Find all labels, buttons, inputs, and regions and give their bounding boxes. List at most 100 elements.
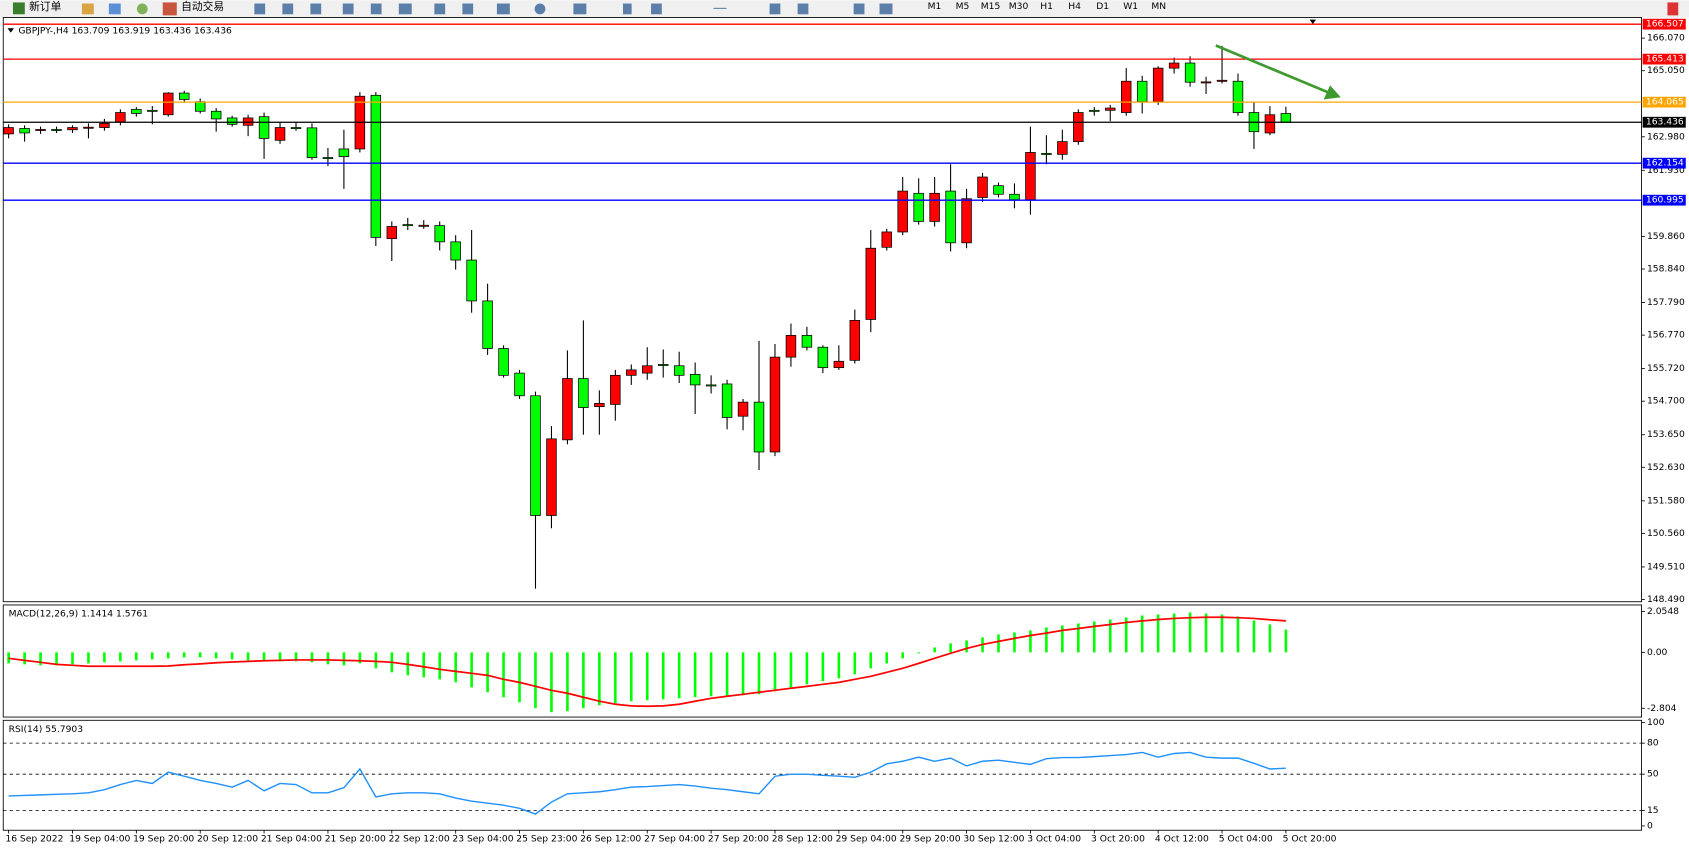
macd-bar bbox=[1204, 613, 1208, 653]
y-tick-label: 50 bbox=[1647, 769, 1659, 780]
timeframe-button[interactable]: M15 bbox=[981, 1, 1001, 12]
macd-bar bbox=[454, 652, 457, 683]
candle-body bbox=[482, 300, 493, 349]
macd-bar bbox=[1045, 627, 1048, 653]
tool-icon[interactable] bbox=[282, 3, 294, 15]
tool-icon[interactable] bbox=[534, 3, 546, 15]
candle-body bbox=[498, 348, 509, 376]
candle-body bbox=[530, 395, 541, 516]
tool-icon[interactable] bbox=[573, 3, 587, 15]
collapse-marker bbox=[7, 28, 15, 33]
timeframe-button[interactable]: M1 bbox=[928, 1, 942, 12]
timeframe-button[interactable]: H1 bbox=[1040, 1, 1053, 12]
candle-body bbox=[833, 360, 845, 369]
tool-icon[interactable] bbox=[342, 3, 354, 15]
macd-bar bbox=[518, 652, 521, 703]
timeframe-button[interactable]: H4 bbox=[1068, 1, 1081, 12]
auto-trading-button[interactable]: 自动交易 bbox=[181, 0, 224, 13]
new-order-button[interactable]: 新订单 bbox=[29, 0, 62, 13]
macd-bar bbox=[326, 652, 330, 665]
price-level-box bbox=[1642, 157, 1686, 169]
candle-body bbox=[115, 112, 126, 123]
timeframe-button[interactable]: D1 bbox=[1096, 1, 1109, 12]
candle-body bbox=[51, 129, 62, 131]
candle-body bbox=[610, 374, 621, 405]
y-tick-label: 0 bbox=[1647, 820, 1653, 831]
x-tick-label: 27 Sep 04:00 bbox=[644, 833, 705, 844]
y-tick-label: 159.860 bbox=[1647, 231, 1685, 242]
tool-icon[interactable] bbox=[879, 3, 893, 15]
tool-icon[interactable] bbox=[462, 3, 474, 15]
x-tick-label: 29 Sep 20:00 bbox=[899, 833, 960, 844]
tool-icon[interactable] bbox=[136, 3, 148, 15]
candle-body bbox=[1057, 141, 1068, 155]
macd-bar bbox=[135, 652, 138, 661]
candle-body bbox=[1216, 79, 1228, 82]
tool-icon[interactable] bbox=[370, 3, 382, 15]
tool-icon[interactable] bbox=[1667, 2, 1679, 16]
price-level-label: 162.154 bbox=[1646, 158, 1684, 169]
price-level-box bbox=[1642, 18, 1686, 30]
macd-bar bbox=[773, 652, 777, 692]
macd-bar bbox=[1252, 620, 1256, 653]
tool-icon[interactable] bbox=[713, 7, 727, 9]
tool-icon[interactable] bbox=[434, 3, 446, 15]
macd-bar bbox=[550, 652, 553, 713]
indicator-value: 55.7903 bbox=[45, 723, 83, 734]
x-tick-label: 27 Sep 20:00 bbox=[708, 833, 769, 844]
y-tick-label: 155.720 bbox=[1647, 363, 1685, 374]
candle-body bbox=[1073, 112, 1084, 142]
x-tick-label: 30 Sep 12:00 bbox=[963, 833, 1024, 844]
y-tick-label: 154.700 bbox=[1647, 396, 1685, 407]
candle-body bbox=[594, 403, 605, 408]
y-tick-label: 2.0548 bbox=[1647, 606, 1679, 617]
candle-body bbox=[849, 320, 861, 361]
candle-body bbox=[1089, 109, 1100, 112]
rsi-panel bbox=[2, 719, 1643, 831]
macd-bar bbox=[1077, 623, 1080, 653]
macd-bar bbox=[246, 652, 250, 661]
tool-icon[interactable] bbox=[797, 3, 809, 15]
new-order-icon[interactable] bbox=[12, 2, 25, 15]
candle-body bbox=[19, 128, 30, 134]
x-tick-label: 21 Sep 20:00 bbox=[325, 833, 386, 844]
timeframe-button[interactable]: MN bbox=[1151, 1, 1166, 12]
tool-icon[interactable] bbox=[651, 3, 662, 15]
macd-bar bbox=[965, 640, 968, 653]
x-tick-label: 22 Sep 12:00 bbox=[389, 833, 450, 844]
timeframe-button[interactable]: W1 bbox=[1123, 1, 1138, 12]
tool-icon[interactable] bbox=[623, 3, 632, 15]
candle-body bbox=[131, 108, 142, 114]
tool-icon[interactable] bbox=[398, 3, 412, 15]
timeframe-button[interactable]: M30 bbox=[1009, 1, 1029, 12]
macd-bar bbox=[1013, 632, 1016, 653]
symbol-header: GBPJPY-,H4 163.709 163.919 163.436 163.4… bbox=[18, 25, 232, 36]
y-tick-label: 162.980 bbox=[1647, 131, 1685, 142]
macd-bar bbox=[885, 652, 889, 664]
y-tick-label: 149.510 bbox=[1647, 561, 1685, 572]
tool-icon[interactable] bbox=[769, 3, 781, 15]
macd-bar bbox=[1108, 619, 1112, 653]
macd-bar bbox=[1092, 621, 1096, 653]
price-level-label: 165.413 bbox=[1646, 54, 1684, 65]
auto-trading-icon[interactable] bbox=[162, 2, 177, 16]
candle-body bbox=[578, 378, 589, 408]
tool-icon[interactable] bbox=[496, 3, 510, 15]
tool-icon[interactable] bbox=[108, 3, 121, 15]
tool-icon[interactable] bbox=[853, 3, 865, 15]
macd-bar bbox=[1156, 614, 1160, 653]
candle-body bbox=[737, 401, 749, 417]
candle-body bbox=[562, 378, 573, 441]
candle-body bbox=[35, 129, 46, 131]
tool-icon[interactable] bbox=[254, 3, 266, 15]
timeframe-button[interactable]: M5 bbox=[956, 1, 970, 12]
macd-bar bbox=[901, 652, 904, 659]
candle-body bbox=[338, 148, 350, 157]
x-tick-label: 23 Sep 04:00 bbox=[452, 833, 513, 844]
macd-bar bbox=[438, 652, 441, 680]
tool-icon[interactable] bbox=[310, 3, 322, 15]
tool-icon[interactable] bbox=[81, 3, 94, 15]
trend-arrow-head bbox=[1323, 85, 1341, 100]
price-level-label: 163.436 bbox=[1646, 117, 1684, 128]
candle-body bbox=[785, 335, 797, 358]
